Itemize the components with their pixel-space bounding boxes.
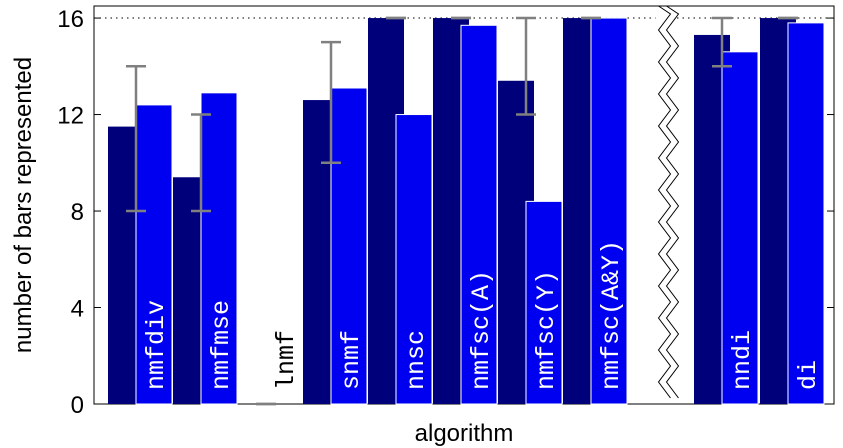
y-tick-label: 12 bbox=[57, 103, 84, 130]
bar-series2-1 bbox=[200, 92, 238, 405]
category-label-7: nmfsc(A&Y) bbox=[597, 240, 626, 390]
category-label-0: nmfdiv bbox=[142, 300, 171, 390]
category-label-8: nndi bbox=[728, 330, 757, 390]
category-label-4: nnsc bbox=[402, 330, 431, 390]
category-label-2: lnmf bbox=[272, 330, 301, 390]
axis-break-left bbox=[657, 5, 672, 399]
category-label-3: snmf bbox=[337, 330, 366, 390]
bar-series2-0 bbox=[135, 104, 173, 405]
y-tick-label: 4 bbox=[71, 296, 84, 323]
bar-series2-9 bbox=[787, 22, 825, 405]
category-label-5: nmfsc(A) bbox=[467, 270, 496, 390]
y-axis-title: number of bars represented bbox=[10, 57, 37, 353]
bar-series2-7 bbox=[590, 17, 628, 405]
axis-break-right bbox=[665, 5, 680, 399]
category-label-9: di bbox=[794, 360, 823, 390]
bar-series2-6 bbox=[525, 200, 563, 405]
y-tick-label: 0 bbox=[71, 392, 84, 419]
x-axis-title: algorithm bbox=[415, 420, 514, 447]
y-tick-label: 16 bbox=[57, 6, 84, 33]
bar-series2-5 bbox=[460, 24, 498, 405]
bar-series2-8 bbox=[721, 51, 759, 405]
bar-series2-3 bbox=[330, 87, 368, 405]
y-tick-label: 8 bbox=[71, 199, 84, 226]
bar-series2-4 bbox=[395, 114, 433, 405]
category-label-6: nmfsc(Y) bbox=[532, 270, 561, 390]
category-label-1: nmfmse bbox=[207, 300, 236, 390]
